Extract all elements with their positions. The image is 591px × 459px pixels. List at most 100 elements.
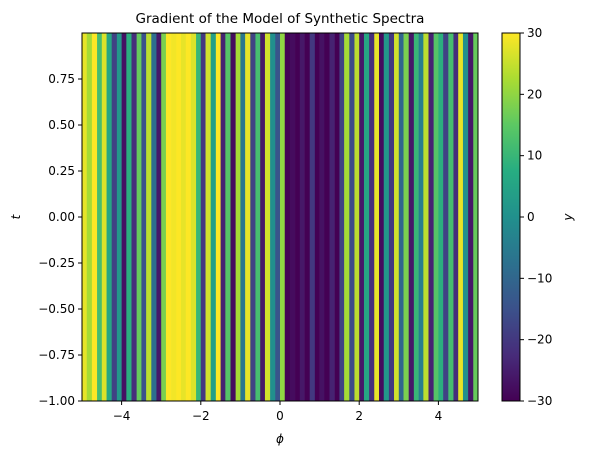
heatmap-band bbox=[408, 33, 415, 401]
heatmap-bands bbox=[82, 33, 479, 401]
heatmap-band bbox=[344, 33, 350, 401]
colorbar-tick-label: 20 bbox=[527, 87, 542, 101]
colorbar-label: y bbox=[561, 213, 575, 222]
heatmap-band bbox=[220, 33, 226, 401]
heatmap-band bbox=[82, 33, 88, 401]
heatmap-band bbox=[468, 33, 474, 401]
heatmap-band bbox=[388, 33, 395, 401]
heatmap-band bbox=[240, 33, 246, 401]
heatmap-band bbox=[176, 33, 182, 401]
y-tick-label: 0.50 bbox=[48, 118, 75, 132]
y-tick-label: −0.50 bbox=[38, 302, 75, 316]
heatmap-band bbox=[349, 33, 355, 401]
heatmap-band bbox=[398, 33, 404, 401]
heatmap-band bbox=[334, 33, 340, 401]
heatmap-band bbox=[181, 33, 187, 401]
x-tick-label: 0 bbox=[276, 409, 284, 423]
heatmap-band bbox=[146, 33, 152, 401]
heatmap-band bbox=[394, 33, 400, 401]
x-tick-label: 2 bbox=[355, 409, 363, 423]
heatmap-band bbox=[369, 33, 375, 401]
heatmap-band bbox=[225, 33, 231, 401]
x-tick-label: 4 bbox=[435, 409, 443, 423]
heatmap-band bbox=[473, 33, 479, 401]
heatmap-band bbox=[299, 33, 305, 401]
heatmap-band bbox=[309, 33, 316, 401]
heatmap-band bbox=[121, 33, 127, 401]
heatmap-band bbox=[403, 33, 409, 401]
heatmap-band bbox=[453, 33, 459, 401]
heatmap-band bbox=[462, 33, 469, 401]
heatmap-band bbox=[418, 33, 424, 401]
heatmap-band bbox=[458, 33, 464, 401]
heatmap-band bbox=[314, 33, 320, 401]
heatmap-band bbox=[185, 33, 192, 401]
x-axis-label: ϕ bbox=[276, 432, 284, 446]
colorbar-tick-label: −20 bbox=[527, 333, 552, 347]
colorbar-tick-label: 0 bbox=[527, 210, 535, 224]
x-tick-label: −2 bbox=[192, 409, 210, 423]
heatmap-band bbox=[131, 33, 137, 401]
heatmap-band bbox=[324, 33, 330, 401]
heatmap-band bbox=[383, 33, 390, 401]
heatmap-band bbox=[161, 33, 167, 401]
colorbar bbox=[501, 32, 521, 402]
heatmap-band bbox=[200, 33, 206, 401]
y-axis: −1.00 −0.75 −0.50 −0.25 0.00 0.25 0.50 0.75 bbox=[38, 72, 82, 408]
heatmap-band bbox=[235, 33, 241, 401]
heatmap-band bbox=[101, 33, 107, 401]
colorbar-tick-label: −30 bbox=[527, 394, 552, 408]
colorbar-tick-label: 30 bbox=[527, 26, 542, 40]
y-tick-label: 0.00 bbox=[48, 210, 75, 224]
heatmap-band bbox=[295, 33, 301, 401]
heatmap-band bbox=[190, 33, 197, 401]
chart-title: Gradient of the Model of Synthetic Spect… bbox=[136, 11, 425, 27]
heatmap-band bbox=[151, 33, 157, 401]
heatmap-band bbox=[329, 33, 335, 401]
heatmap-band bbox=[319, 33, 325, 401]
heatmap-band bbox=[97, 33, 103, 401]
heatmap-band bbox=[205, 33, 211, 401]
heatmap-band bbox=[215, 33, 221, 401]
heatmap-band bbox=[210, 33, 217, 401]
heatmap-band bbox=[423, 33, 429, 401]
heatmap-band bbox=[379, 33, 385, 401]
colorbar-axis: −30 −20 −10 0 10 20 30 bbox=[520, 26, 552, 408]
heatmap-band bbox=[250, 33, 256, 401]
heatmap-band bbox=[136, 33, 142, 401]
heatmap-band bbox=[106, 33, 112, 401]
heatmap-band bbox=[91, 33, 98, 401]
heatmap-band bbox=[448, 33, 454, 401]
heatmap-band bbox=[275, 33, 281, 401]
heatmap-band bbox=[359, 33, 365, 401]
heatmap-band bbox=[111, 33, 118, 401]
y-tick-label: −0.25 bbox=[38, 256, 75, 270]
y-tick-label: 0.75 bbox=[48, 72, 75, 86]
heatmap-band bbox=[141, 33, 147, 401]
heatmap-band bbox=[443, 33, 449, 401]
heatmap-band bbox=[413, 33, 419, 401]
heatmap-band bbox=[433, 33, 439, 401]
colorbar-tick-label: −10 bbox=[527, 271, 552, 285]
heatmap-band bbox=[280, 33, 286, 401]
x-axis: −4 −2 0 2 4 bbox=[113, 401, 442, 423]
heatmap-band bbox=[116, 33, 122, 401]
heatmap-band bbox=[284, 33, 291, 401]
heatmap-band bbox=[260, 33, 266, 401]
heatmap-band bbox=[270, 33, 276, 401]
heatmap-band bbox=[86, 33, 93, 401]
y-tick-label: −0.75 bbox=[38, 348, 75, 362]
heatmap-band bbox=[304, 33, 310, 401]
y-tick-label: 0.25 bbox=[48, 164, 75, 178]
heatmap-band bbox=[363, 33, 370, 401]
heatmap-band bbox=[156, 33, 162, 401]
heatmap-band bbox=[255, 33, 261, 401]
heatmap-band bbox=[171, 33, 177, 401]
heatmap-band bbox=[165, 33, 172, 401]
heatmap-band bbox=[354, 33, 360, 401]
heatmap-band bbox=[126, 33, 132, 401]
heatmap-band bbox=[196, 33, 202, 401]
heatmap-band bbox=[428, 33, 434, 401]
heatmap-band bbox=[264, 33, 271, 401]
